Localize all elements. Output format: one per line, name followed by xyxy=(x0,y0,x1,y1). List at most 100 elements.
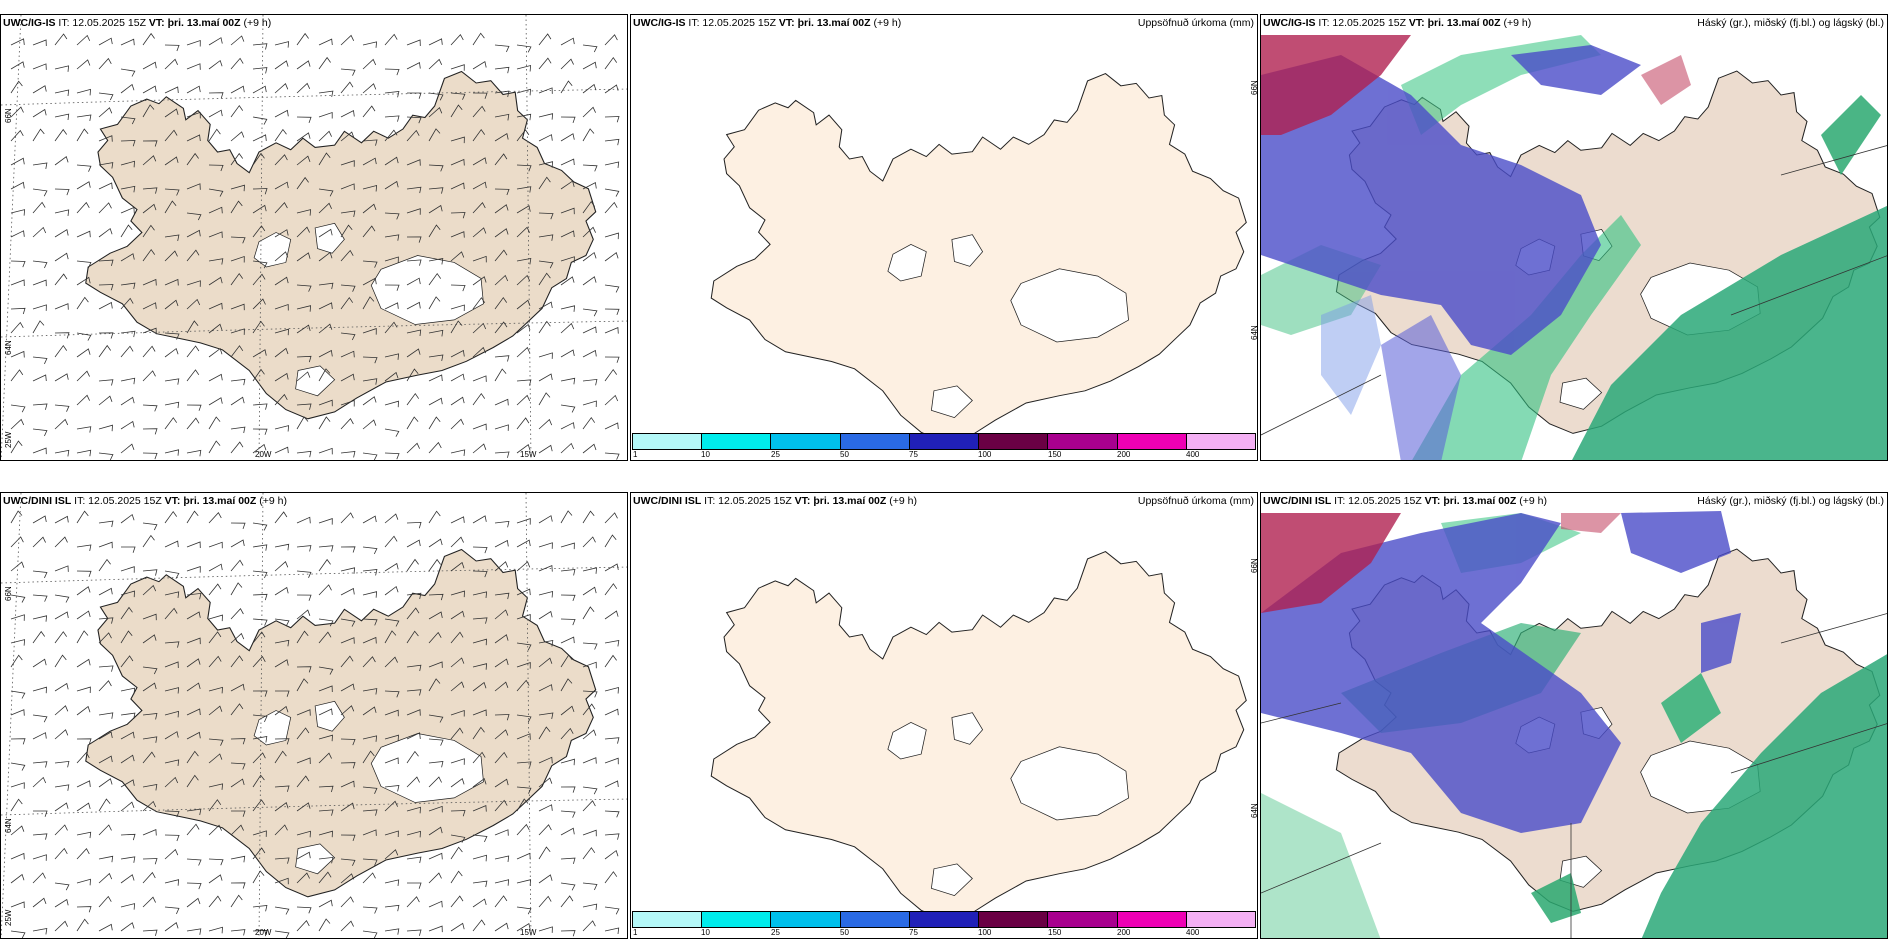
wind-barb xyxy=(318,302,333,310)
wind-barb xyxy=(516,642,532,651)
wind-barb xyxy=(384,129,398,142)
wind-barb xyxy=(582,800,596,812)
wind-barb xyxy=(582,847,596,860)
wind-barb xyxy=(406,329,422,337)
precip-colorbar: 1 10 25 50 75 100 150 200 400 xyxy=(632,911,1256,937)
wind-barb xyxy=(142,896,156,908)
wind-barb xyxy=(142,929,158,937)
wind-barb xyxy=(406,558,419,572)
wind-barb xyxy=(318,752,332,764)
wind-barb xyxy=(472,617,488,624)
wind-barb xyxy=(230,683,245,692)
wind-barb xyxy=(76,831,92,839)
wind-barb xyxy=(538,684,553,692)
wind-barb xyxy=(252,618,268,626)
wind-barb xyxy=(142,345,156,358)
wind-barb xyxy=(296,516,311,524)
wind-barb xyxy=(538,444,553,454)
wind-barb xyxy=(604,686,619,694)
wind-barb xyxy=(318,871,332,884)
wind-barb xyxy=(120,282,136,289)
wind-barb xyxy=(428,354,444,361)
colorbar-tick: 75 xyxy=(909,450,918,459)
wind-barb xyxy=(252,85,267,94)
wind-barb xyxy=(560,37,575,46)
wind-barb xyxy=(208,92,224,99)
wind-barb xyxy=(10,825,25,836)
wind-barb xyxy=(450,449,466,456)
wind-barb xyxy=(582,903,598,911)
wind-barb xyxy=(406,896,420,908)
wind-barb xyxy=(406,348,421,358)
wind-barb xyxy=(208,59,223,70)
wind-barb xyxy=(164,332,180,340)
wind-barb xyxy=(76,570,92,578)
wind-barb xyxy=(362,157,377,166)
wind-barb xyxy=(274,906,290,915)
wind-barb xyxy=(340,81,354,94)
wind-barb xyxy=(362,829,377,836)
init-time: IT: 12.05.2025 15Z xyxy=(704,495,792,507)
wind-barb xyxy=(362,515,377,524)
wind-barb xyxy=(296,727,310,740)
wind-barb xyxy=(494,895,508,908)
wind-barb xyxy=(450,418,464,430)
panel-title: UWC/IG-IS IT: 12.05.2025 15Z VT: þri. 13… xyxy=(3,17,271,30)
wind-barb xyxy=(76,918,89,932)
wind-barb xyxy=(76,394,90,406)
wind-barb xyxy=(428,538,443,548)
wind-barb xyxy=(582,326,597,334)
precip-map-panel: UWC/IG-IS IT: 12.05.2025 15Z VT: þri. 13… xyxy=(630,14,1258,461)
wind-barb xyxy=(164,848,179,860)
wind-barb xyxy=(186,928,202,935)
wind-barb xyxy=(275,690,290,697)
wind-barb xyxy=(384,284,400,291)
colorbar-swatch xyxy=(1117,434,1187,449)
wind-barb xyxy=(76,296,89,310)
lat-label-64n: 64N xyxy=(1250,803,1258,818)
wind-barb xyxy=(142,666,158,675)
wind-barb xyxy=(384,734,399,742)
wind-barb xyxy=(516,444,531,454)
wind-barb xyxy=(340,210,356,217)
wind-barb xyxy=(142,104,155,118)
wind-barb xyxy=(384,353,400,360)
wind-barb xyxy=(54,332,70,339)
wind-barb xyxy=(582,61,597,70)
wind-barb xyxy=(230,152,244,166)
wind-barb xyxy=(428,128,441,142)
wind-barb xyxy=(340,451,356,458)
wind-barb xyxy=(516,679,530,692)
wind-barb xyxy=(76,544,92,551)
wind-barb xyxy=(472,880,488,888)
wind-barb xyxy=(120,68,136,77)
wind-barb xyxy=(582,661,597,669)
wind-barb xyxy=(340,284,356,292)
wind-barb xyxy=(582,44,598,53)
wind-barb xyxy=(98,923,113,932)
wind-barb xyxy=(296,60,311,70)
wind-barb xyxy=(450,681,465,692)
wind-barb xyxy=(494,855,510,862)
wind-barb xyxy=(296,284,312,292)
wind-barb xyxy=(406,129,420,142)
wind-barb xyxy=(98,284,114,291)
wind-barb xyxy=(296,570,312,578)
wind-barb xyxy=(208,276,223,286)
wind-barb xyxy=(98,665,114,672)
wind-barb xyxy=(296,116,312,124)
wind-barb xyxy=(274,857,290,864)
iceland-land xyxy=(710,550,1247,921)
wind-barb xyxy=(98,755,113,764)
wind-barb xyxy=(428,678,441,692)
wind-barb xyxy=(164,299,179,310)
wind-barb xyxy=(516,714,532,723)
wind-barb xyxy=(164,731,179,740)
wind-barb xyxy=(318,56,331,70)
wind-barb xyxy=(516,662,531,669)
wind-barb xyxy=(538,756,553,764)
lead-time: (+9 h) xyxy=(1519,495,1547,507)
wind-barb xyxy=(230,396,245,406)
wind-barb xyxy=(296,709,311,716)
wind-barb xyxy=(10,930,26,938)
